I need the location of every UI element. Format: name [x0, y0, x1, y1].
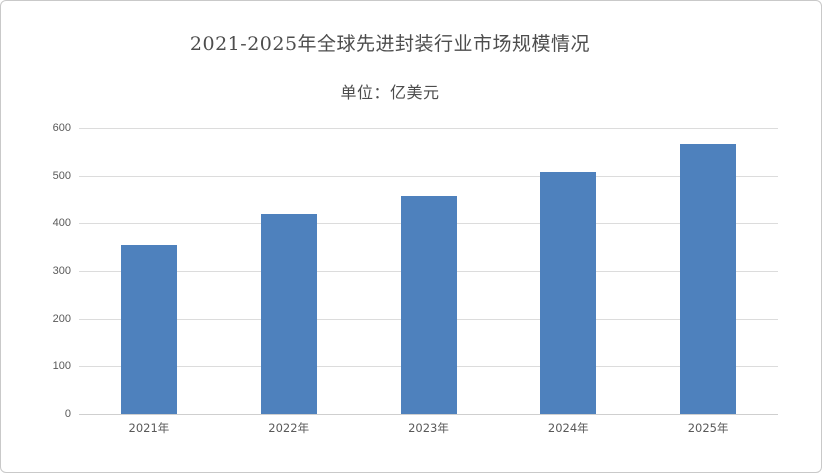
bar-2022年 — [260, 213, 317, 414]
chart-title: 2021-2025年全球先进封装行业市场规模情况 — [189, 33, 591, 55]
bar-2021年 — [120, 244, 177, 414]
x-axis-tick-label: 2022年 — [268, 421, 310, 435]
gridline-600 — [79, 128, 778, 129]
x-axis-tick-label: 2025年 — [687, 421, 729, 435]
chart-subtitle: 单位：亿美元 — [340, 83, 440, 102]
x-axis-tick-label: 2024年 — [547, 421, 589, 435]
x-axis-line — [79, 414, 778, 415]
y-axis-tick-label: 0 — [64, 408, 71, 420]
y-axis-tick-label: 200 — [52, 312, 71, 325]
y-axis-tick-label: 600 — [52, 122, 71, 134]
y-axis-tick-label: 500 — [52, 169, 71, 182]
bar-2025年 — [680, 144, 737, 414]
gridline-500 — [79, 175, 778, 177]
y-axis-tick-label: 400 — [52, 217, 71, 230]
y-axis-tick-label: 100 — [52, 360, 71, 373]
x-axis-tick-label: 2021年 — [128, 421, 170, 435]
y-axis-tick-label: 300 — [52, 265, 71, 277]
bar-2024年 — [540, 172, 597, 414]
x-axis-tick-label: 2023年 — [408, 421, 449, 435]
bar-2023年 — [400, 196, 457, 414]
